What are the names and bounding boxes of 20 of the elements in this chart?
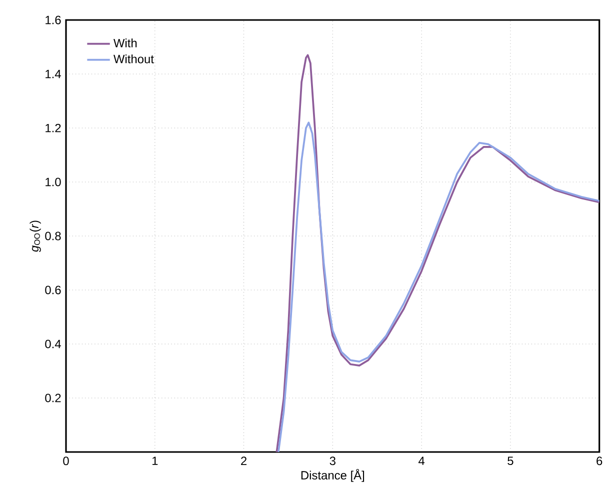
x-tick-label: 6 — [596, 456, 602, 466]
x-tick-label: 1 — [152, 456, 158, 465]
x-tick-label: 3 — [330, 456, 336, 466]
y-tick-label: 1.2 — [46, 124, 61, 132]
line-series — [276, 54, 600, 452]
y-tick-label: 1.0 — [46, 178, 61, 186]
y-tick-label: 1.6 — [46, 16, 61, 24]
y-tick-label: 0.8 — [45, 232, 61, 240]
x-axis-title: Distance [Å] — [301, 468, 364, 482]
x-tick-label: 4 — [418, 456, 425, 465]
y-tick-label: 0.6 — [45, 286, 61, 294]
legend-label: With — [114, 38, 137, 48]
y-tick-label: 0.4 — [45, 340, 61, 348]
x-tick-label: 0 — [63, 456, 69, 466]
x-tick-label: 5 — [508, 456, 514, 466]
y-tick-label: 0.2 — [45, 394, 61, 402]
x-tick-label: 2 — [241, 456, 246, 466]
legend-label: Without — [114, 54, 154, 64]
y-axis-title: g$_{OO}$(r) — [30, 220, 41, 252]
y-tick-label: 1.4 — [46, 70, 61, 78]
